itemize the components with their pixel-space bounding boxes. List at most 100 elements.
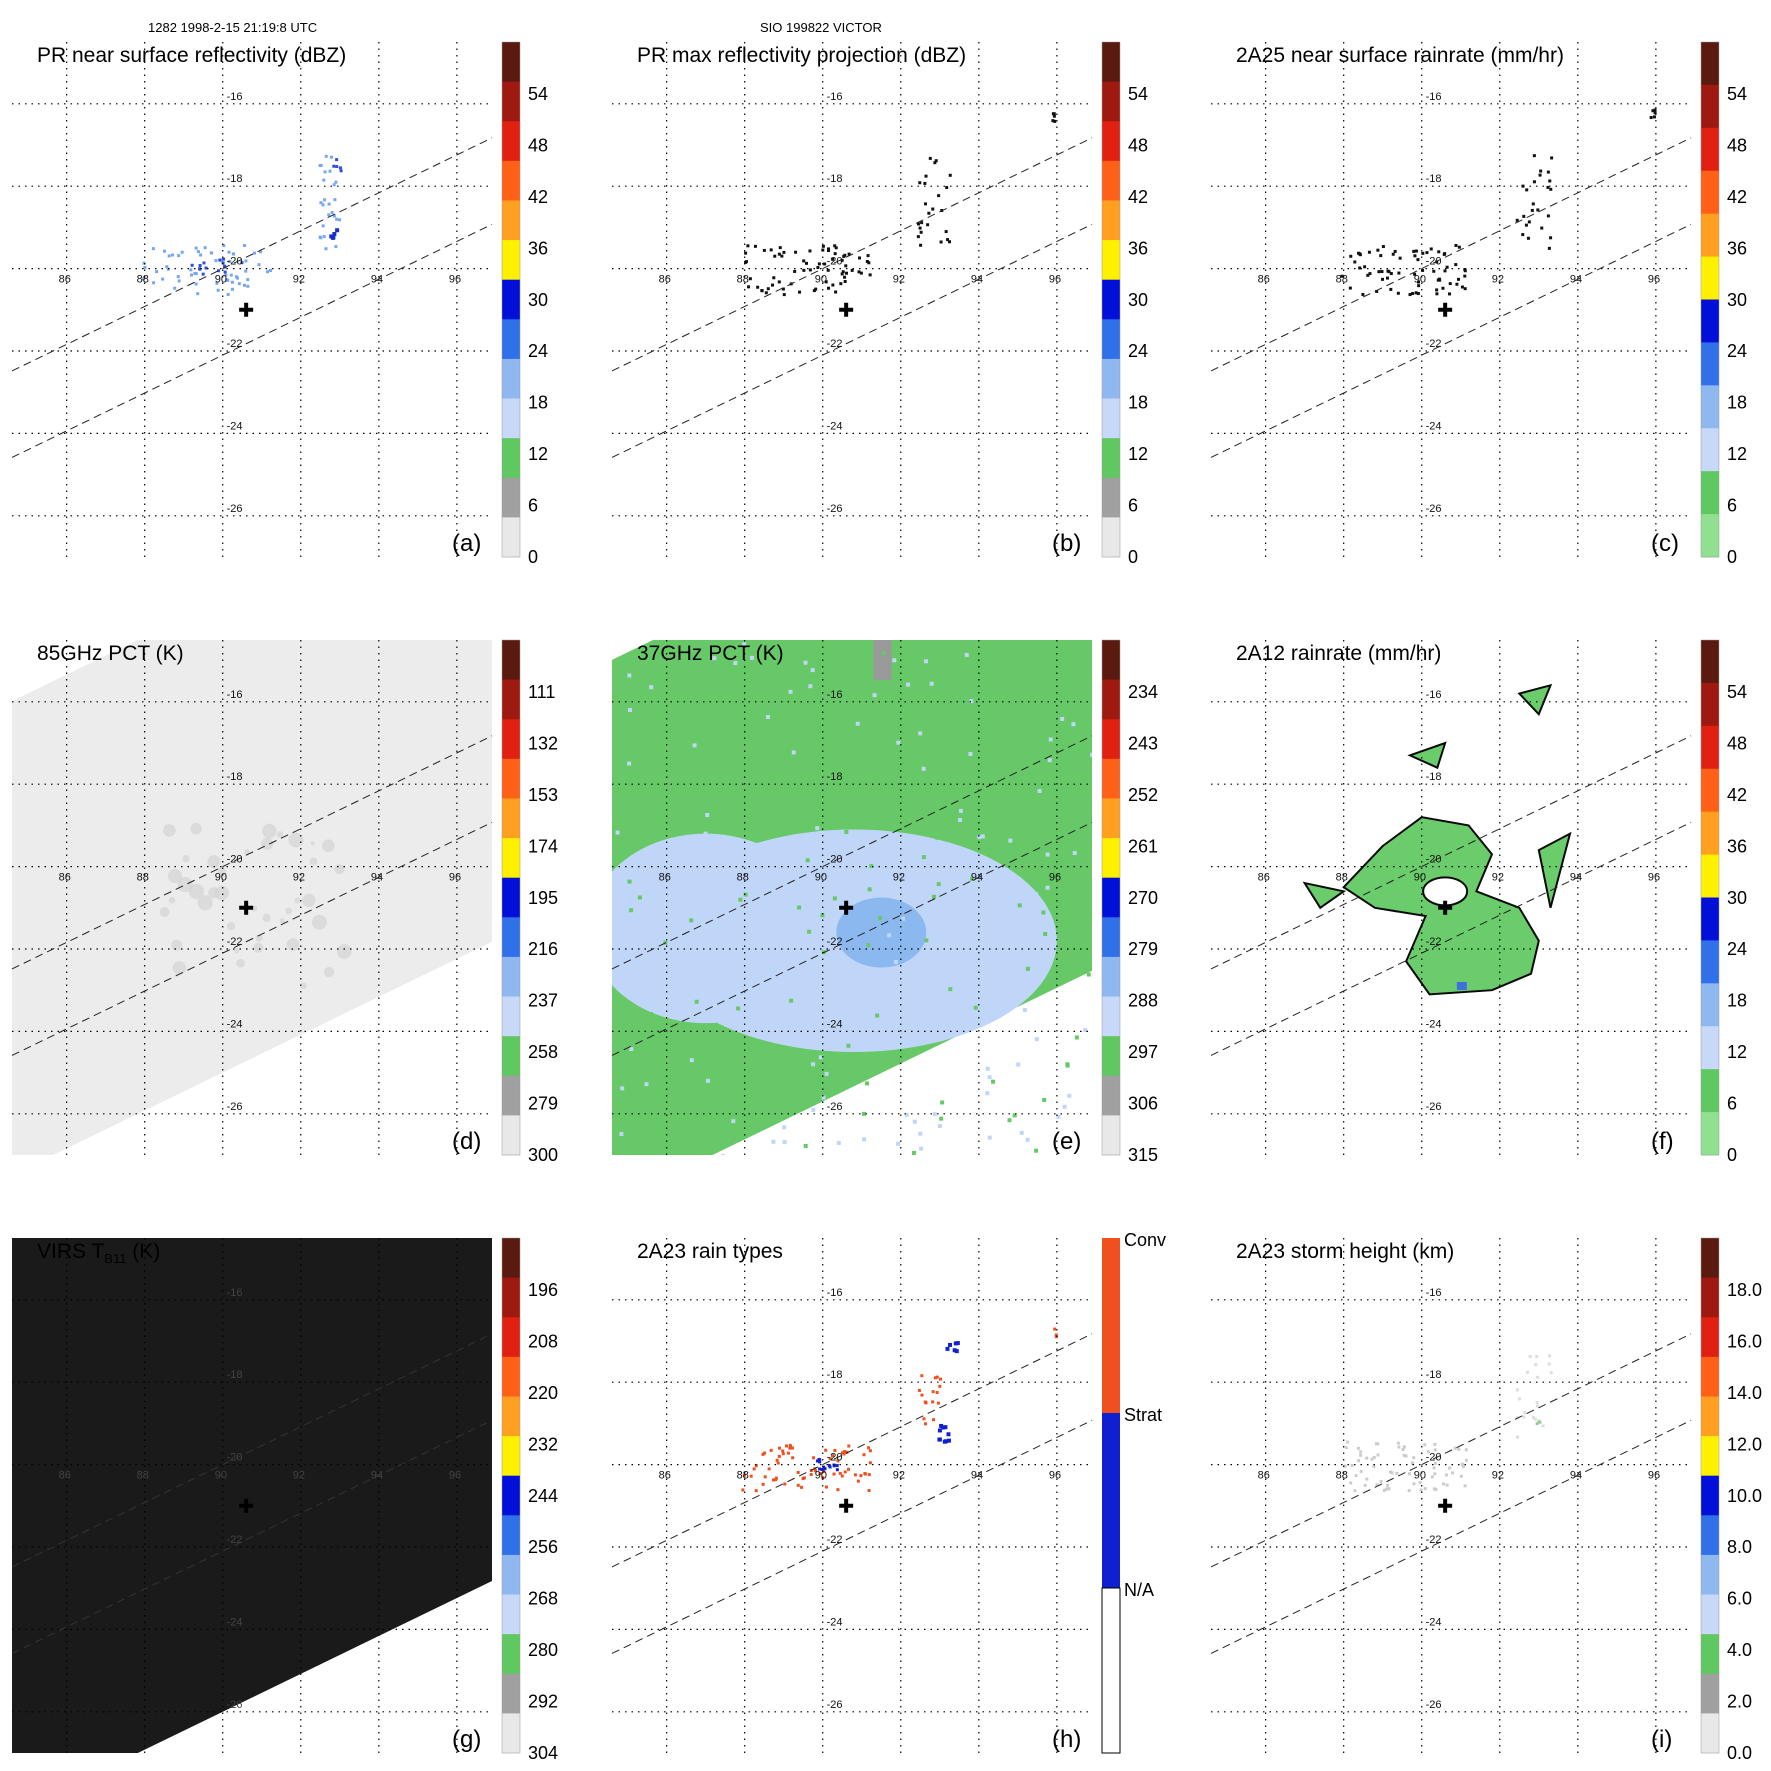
pct85-cell xyxy=(285,907,292,915)
precip-pixel xyxy=(862,1453,866,1457)
precip-pixel xyxy=(1541,1424,1545,1428)
pct85-cell xyxy=(226,922,236,931)
pct37-pixel xyxy=(807,929,812,934)
chart-title: PR max reflectivity projection (dBZ) xyxy=(637,44,966,67)
colorbar-segment xyxy=(502,517,520,558)
precip-pixel xyxy=(165,265,169,269)
colorbar-segment xyxy=(1701,1673,1719,1714)
pct37-pixel xyxy=(633,1124,638,1129)
colorbar-label: 111 xyxy=(528,682,555,702)
precip-pixel xyxy=(924,1401,928,1405)
precip-pixel xyxy=(1546,170,1550,174)
precip-pixel xyxy=(180,250,184,254)
pct37-pixel xyxy=(929,715,934,720)
precip-pixel xyxy=(937,1437,942,1442)
precip-pixel xyxy=(944,230,948,234)
precip-pixel xyxy=(917,1388,921,1392)
precip-pixel xyxy=(928,156,932,160)
colorbar-segment xyxy=(1701,428,1719,472)
y-tick-label: -22 xyxy=(1426,338,1442,350)
precip-pixel xyxy=(924,174,928,178)
precip-pixel xyxy=(1354,1474,1358,1478)
pct85-cell xyxy=(262,913,271,923)
y-tick-label: -24 xyxy=(827,1616,843,1628)
precip-pixel xyxy=(1416,258,1420,262)
pct37-pixel xyxy=(831,998,836,1003)
pct37-pixel xyxy=(782,1140,787,1145)
precip-pixel xyxy=(924,1422,928,1426)
precip-pixel xyxy=(868,273,872,277)
precip-pixel xyxy=(1053,119,1057,123)
precip-pixel xyxy=(1535,1422,1539,1426)
pct37-pixel xyxy=(742,642,747,647)
swath-edge-line xyxy=(611,735,1093,970)
precip-pixel xyxy=(177,254,181,258)
precip-pixel xyxy=(744,260,748,264)
x-tick-label: 88 xyxy=(737,872,749,884)
pct37-pixel xyxy=(821,1095,826,1100)
precip-pixel xyxy=(808,249,812,253)
colorbar-segment xyxy=(1701,256,1719,300)
pct37-pixel xyxy=(866,943,871,948)
precip-pixel xyxy=(831,257,835,261)
precip-pixel xyxy=(773,254,777,258)
pct37-pixel xyxy=(801,754,806,759)
x-tick-label: 90 xyxy=(215,872,227,884)
y-tick-label: -18 xyxy=(1426,173,1442,185)
precip-pixel xyxy=(210,251,214,255)
colorbar-segment xyxy=(502,121,520,162)
precip-pixel xyxy=(327,213,331,217)
precip-pixel xyxy=(839,282,843,286)
tmi-rain-heavy xyxy=(1456,981,1467,990)
precip-pixel xyxy=(953,1341,958,1346)
precip-pixel xyxy=(1340,274,1344,278)
precip-pixel xyxy=(155,270,159,274)
y-tick-label: -22 xyxy=(827,1534,843,1546)
precip-pixel xyxy=(327,202,331,206)
precip-pixel xyxy=(1412,1456,1416,1460)
precip-pixel xyxy=(1547,1362,1551,1366)
panel-label: (b) xyxy=(1052,530,1081,557)
storm-center-icon xyxy=(1438,302,1453,317)
x-tick-label: 92 xyxy=(1492,872,1504,884)
pct37-pixel xyxy=(751,810,756,815)
panel-label: (e) xyxy=(1052,1128,1081,1155)
pct37-pixel xyxy=(948,987,953,992)
pct37-pixel xyxy=(811,1062,816,1067)
precip-pixel xyxy=(143,265,147,269)
pct37-pixel xyxy=(865,1081,870,1086)
colorbar-segment xyxy=(502,1515,520,1556)
x-tick-label: 94 xyxy=(971,1470,983,1482)
precip-pixel xyxy=(1448,282,1452,286)
precip-pixel xyxy=(1346,1440,1350,1444)
pct37-pixel xyxy=(1034,1148,1039,1153)
pct37-pixel xyxy=(970,876,975,881)
colorbar-segment xyxy=(502,1075,520,1116)
precip-pixel xyxy=(841,270,845,274)
precip-pixel xyxy=(1419,1488,1423,1492)
pct37-pixel xyxy=(924,938,929,943)
precip-pixel xyxy=(1530,208,1534,212)
pct37-pixel xyxy=(1043,931,1048,936)
colorbar-segment xyxy=(1701,854,1719,898)
colorbar-label: 232 xyxy=(528,1434,558,1454)
precip-pixel xyxy=(767,1467,771,1471)
precip-pixel xyxy=(171,253,175,257)
precip-pixel xyxy=(833,1448,837,1452)
colorbar-segment xyxy=(1701,1069,1719,1113)
precip-pixel xyxy=(1454,263,1458,267)
colorbar-segment xyxy=(1701,1317,1719,1358)
pct37-pixel xyxy=(705,813,710,818)
tmi-rain-band xyxy=(1302,881,1347,910)
panel-label: (g) xyxy=(452,1726,481,1753)
precip-pixel xyxy=(923,202,927,206)
colorbar-segment xyxy=(1701,983,1719,1027)
colorbar-segment xyxy=(502,240,520,281)
pct37-pixel xyxy=(969,926,974,931)
precip-pixel xyxy=(817,1457,821,1461)
precip-pixel xyxy=(1534,1363,1538,1367)
precip-pixel xyxy=(1365,1456,1369,1460)
x-tick-label: 94 xyxy=(371,274,383,286)
colorbar-segment xyxy=(502,996,520,1037)
precip-pixel xyxy=(831,283,835,287)
